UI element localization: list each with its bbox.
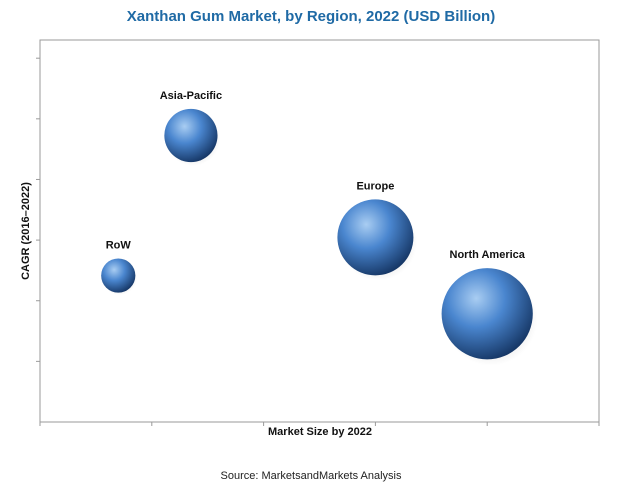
source-note: Source: MarketsandMarkets Analysis: [220, 470, 402, 482]
bubble-label-north-america: North America: [450, 249, 526, 261]
x-axis-ticks: [39, 422, 600, 426]
bubble-north-america: [441, 268, 533, 360]
bubble-label-row: RoW: [106, 239, 132, 251]
x-axis-label: Market Size by 2022: [268, 426, 372, 438]
bubble-label-asia-pacific: Asia-Pacific: [160, 90, 222, 102]
chart-title: Xanthan Gum Market, by Region, 2022 (USD…: [126, 8, 496, 25]
bubble-europe: [337, 199, 414, 276]
bubble-row: [101, 258, 136, 293]
plot-frame: [39, 39, 600, 423]
bubble-asia-pacific: [164, 108, 218, 163]
y-axis-label: CAGR (2016–2022): [20, 182, 32, 280]
bubble-label-europe: Europe: [356, 180, 394, 192]
bubbles-group: Asia-Pacific RoW Europe North America: [101, 90, 538, 366]
y-axis-ticks: [36, 57, 40, 362]
